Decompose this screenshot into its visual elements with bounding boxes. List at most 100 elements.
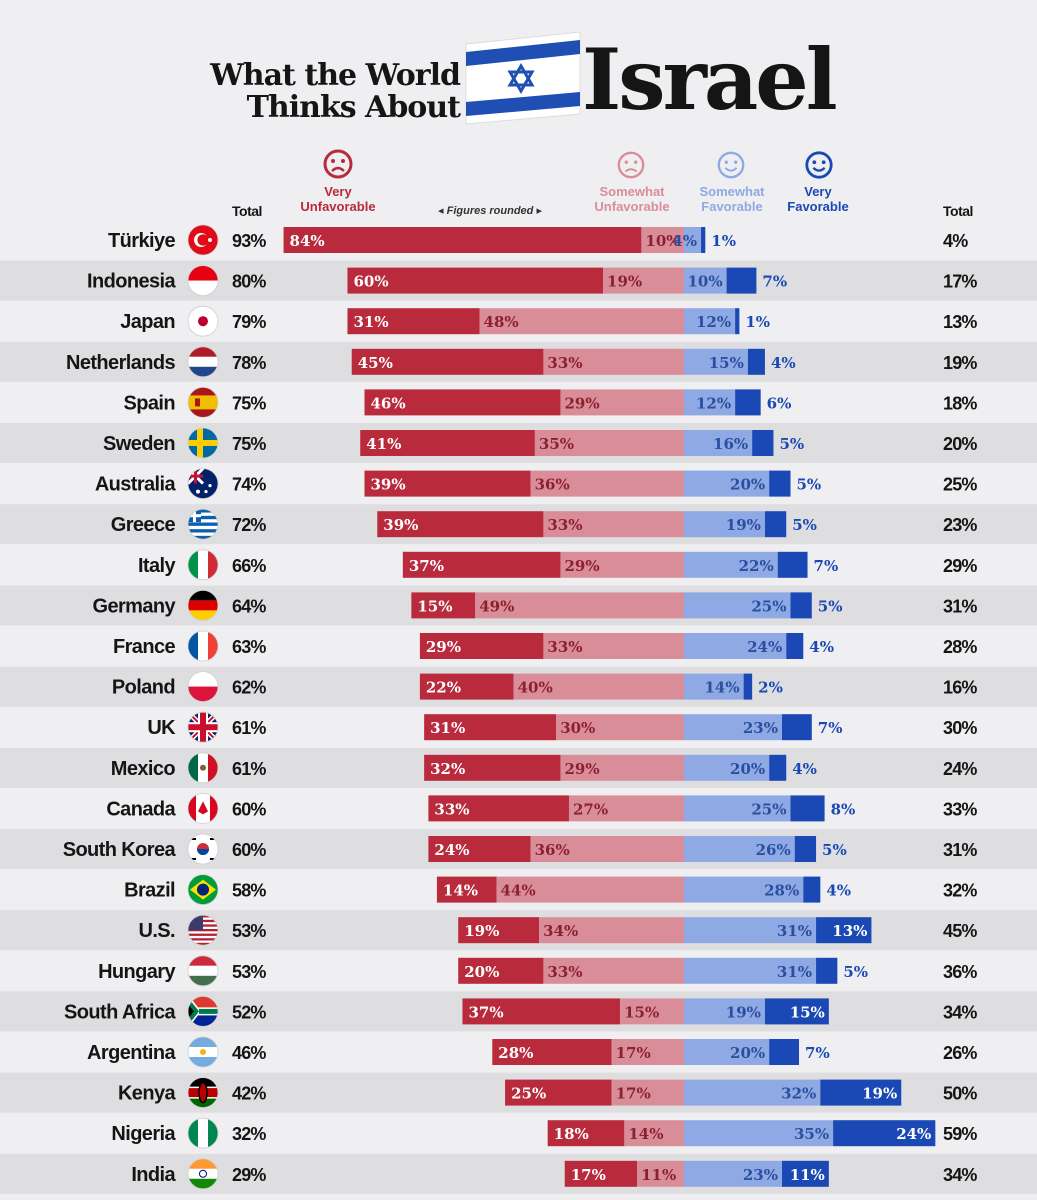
netherlands-flag-ring bbox=[187, 346, 219, 378]
total-unfavorable-value: 60% bbox=[232, 799, 266, 819]
label-somewhat-unfavorable: 33% bbox=[547, 516, 582, 534]
mexico-flag-icon bbox=[187, 752, 219, 784]
country-label: Argentina bbox=[87, 1042, 176, 1064]
japan-flag-art bbox=[188, 306, 218, 337]
label-somewhat-unfavorable: 48% bbox=[484, 313, 519, 331]
bar-somewhat-favorable bbox=[684, 1039, 770, 1065]
label-somewhat-favorable: 25% bbox=[751, 800, 786, 818]
total-favorable-value: 34% bbox=[943, 1002, 977, 1022]
total-favorable-value: 33% bbox=[943, 799, 977, 819]
label-somewhat-favorable: 16% bbox=[713, 435, 748, 453]
label-somewhat-unfavorable: 19% bbox=[607, 273, 642, 291]
flag-green bbox=[188, 549, 198, 580]
uk-flag-art bbox=[188, 712, 218, 743]
total-unfavorable-value: 42% bbox=[232, 1084, 266, 1104]
label-somewhat-unfavorable: 36% bbox=[535, 476, 570, 494]
bar-very-favorable bbox=[769, 1039, 800, 1065]
label-very-favorable: 13% bbox=[832, 922, 867, 940]
label-somewhat-favorable: 26% bbox=[756, 841, 791, 859]
south-africa-flag-ring bbox=[187, 996, 219, 1027]
label-very-unfavorable: 33% bbox=[434, 800, 469, 818]
label-somewhat-unfavorable: 35% bbox=[539, 435, 574, 453]
label-very-favorable: 24% bbox=[896, 1125, 931, 1143]
title-text: What the World Thinks About bbox=[170, 60, 461, 125]
indonesia-flag-icon bbox=[187, 265, 219, 297]
south-korea-flag-art bbox=[188, 834, 218, 864]
poland-flag-ring bbox=[187, 671, 219, 702]
bar-somewhat-unfavorable bbox=[637, 1160, 684, 1187]
bar-very-unfavorable bbox=[351, 348, 544, 375]
flag-blue bbox=[188, 366, 218, 377]
germany-flag-ring bbox=[187, 590, 219, 621]
total-unfavorable-value: 52% bbox=[232, 1002, 266, 1022]
label-somewhat-unfavorable: 30% bbox=[560, 719, 595, 737]
bar-very-unfavorable bbox=[547, 1120, 625, 1147]
bar-somewhat-favorable bbox=[684, 714, 782, 741]
label-somewhat-favorable: 19% bbox=[726, 516, 761, 534]
somewhat-unfavorable-header: Somewhat Unfavorable bbox=[580, 184, 684, 214]
bar-very-favorable bbox=[781, 714, 812, 741]
bar-very-unfavorable bbox=[492, 1039, 612, 1065]
brazil-flag-ring bbox=[187, 874, 219, 905]
total-favorable-value: 24% bbox=[943, 759, 977, 779]
label-somewhat-favorable: 20% bbox=[730, 760, 765, 778]
label-somewhat-unfavorable: 33% bbox=[547, 354, 582, 372]
label-somewhat-favorable: 12% bbox=[696, 394, 731, 412]
argentina-flag-ring bbox=[187, 1036, 219, 1068]
label-somewhat-favorable: 20% bbox=[730, 476, 765, 494]
total-unfavorable-value: 61% bbox=[232, 759, 266, 779]
total-unfavorable-value: 75% bbox=[232, 434, 266, 454]
poland-flag-icon bbox=[187, 671, 219, 702]
flag-trigram-3 bbox=[191, 858, 196, 860]
us-flag-art bbox=[188, 915, 218, 946]
flag-green-right bbox=[208, 1118, 218, 1149]
bar-very-favorable bbox=[764, 511, 787, 538]
total-unfavorable-header: Total bbox=[232, 203, 262, 219]
bar-somewhat-favorable bbox=[684, 673, 744, 700]
total-favorable-value: 34% bbox=[943, 1165, 977, 1185]
label-somewhat-favorable: 31% bbox=[777, 922, 812, 940]
us-flag-icon bbox=[187, 914, 219, 946]
bar-somewhat-unfavorable bbox=[539, 917, 684, 944]
country-label: Japan bbox=[120, 311, 175, 333]
label-somewhat-unfavorable: 44% bbox=[501, 882, 536, 900]
flag-taeguk-blue bbox=[197, 849, 209, 855]
brazil-flag-icon bbox=[187, 874, 219, 905]
flag-stripe bbox=[188, 942, 218, 946]
label-very-unfavorable: 17% bbox=[571, 1166, 606, 1184]
very-unfavorable-header-line1: Very bbox=[324, 184, 352, 199]
bar-very-unfavorable bbox=[564, 1160, 638, 1187]
bar-very-favorable bbox=[764, 998, 829, 1025]
flag-stripe bbox=[188, 525, 218, 530]
country-label: France bbox=[113, 636, 175, 658]
total-favorable-header: Total bbox=[943, 203, 973, 219]
flag-white bbox=[188, 1168, 218, 1179]
total-unfavorable-value: 64% bbox=[232, 596, 266, 616]
label-very-unfavorable: 15% bbox=[417, 597, 452, 615]
somewhat-favorable-header: Somewhat Favorable bbox=[684, 184, 780, 214]
bar-very-unfavorable bbox=[283, 227, 642, 253]
somewhat-unfavorable-header-line2: Unfavorable bbox=[594, 199, 670, 214]
bar-somewhat-favorable bbox=[684, 876, 804, 903]
bar-very-unfavorable bbox=[411, 592, 476, 619]
bar-very-favorable bbox=[781, 1160, 829, 1187]
label-somewhat-unfavorable: 10% bbox=[645, 232, 680, 250]
uk-flag-icon bbox=[187, 711, 219, 743]
turkey-flag-icon bbox=[187, 224, 219, 256]
south-africa-flag-art bbox=[188, 996, 218, 1027]
label-very-favorable: 7% bbox=[762, 273, 787, 291]
bar-very-unfavorable bbox=[419, 673, 514, 700]
india-flag-art bbox=[188, 1158, 218, 1189]
label-very-favorable: 5% bbox=[779, 435, 804, 453]
total-favorable-value: 59% bbox=[943, 1124, 977, 1144]
bar-somewhat-unfavorable bbox=[530, 836, 684, 862]
flag-chakra bbox=[199, 1169, 207, 1178]
bar-somewhat-unfavorable bbox=[513, 673, 684, 700]
label-somewhat-unfavorable: 14% bbox=[628, 1125, 663, 1143]
title-line-2: Thinks About bbox=[246, 90, 461, 125]
flag-cross-h bbox=[188, 474, 203, 478]
row-stripe bbox=[0, 1153, 1037, 1194]
italy-flag-icon bbox=[187, 549, 219, 581]
total-favorable-value: 25% bbox=[943, 475, 977, 495]
label-very-favorable: 7% bbox=[814, 557, 839, 575]
